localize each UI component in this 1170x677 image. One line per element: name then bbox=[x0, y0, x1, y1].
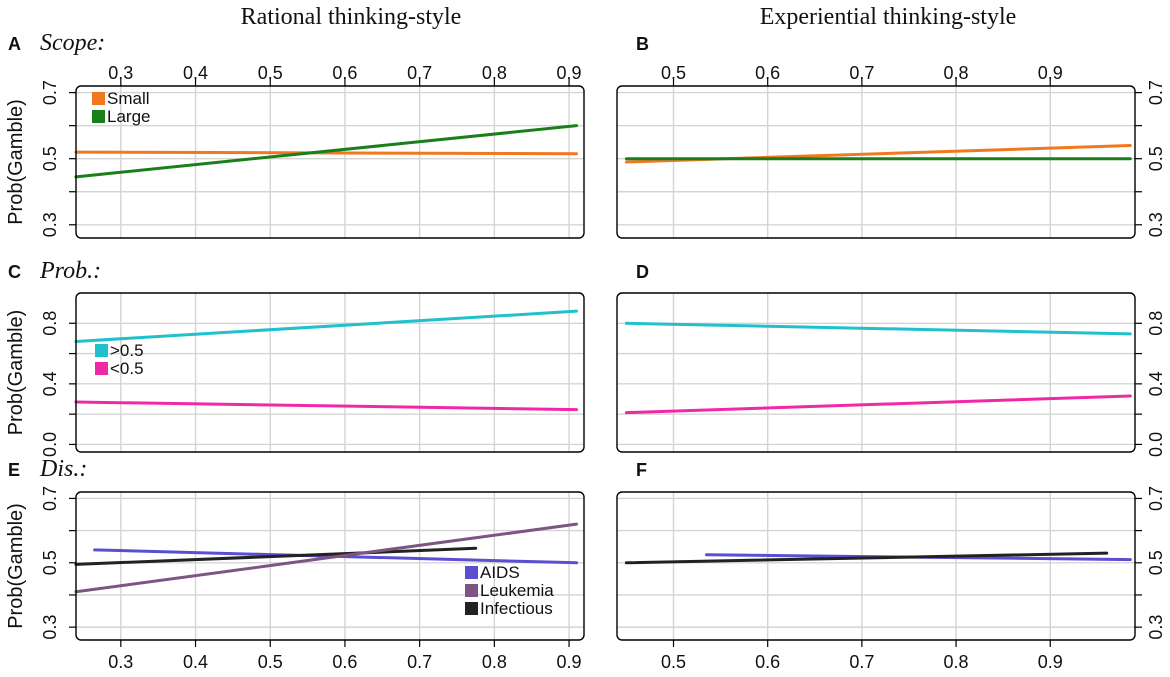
y-tick-label: 0.4 bbox=[40, 371, 60, 396]
panel-frame bbox=[616, 491, 1136, 641]
series-line-05 bbox=[624, 321, 1132, 336]
column-title-experiential: Experiential thinking-style bbox=[760, 4, 1017, 30]
y-tick-label: 0.5 bbox=[40, 550, 60, 575]
y-tick-label: 0.3 bbox=[40, 212, 60, 237]
legend-swatch bbox=[465, 566, 478, 579]
series-line-05 bbox=[624, 394, 1132, 415]
x-tick-label: 0.7 bbox=[407, 652, 432, 672]
panel-frame bbox=[75, 491, 585, 641]
x-tick-label: 0.5 bbox=[661, 63, 686, 83]
legend-swatch bbox=[465, 584, 478, 597]
legend-swatch bbox=[92, 110, 105, 123]
series-line-large bbox=[74, 124, 579, 179]
panel-letter: B bbox=[636, 34, 649, 54]
panel-B: 0.3 0.5 0.7 0.5 0.6 0.7 0.8 0.9 B bbox=[616, 34, 1166, 239]
panel-letter: A bbox=[8, 34, 21, 54]
series-line-infectious bbox=[624, 551, 1109, 565]
panel-letter: D bbox=[636, 262, 649, 282]
x-tick-label: 0.7 bbox=[407, 63, 432, 83]
panel-title: Prob.: bbox=[39, 258, 101, 284]
y-tick-label: 0.7 bbox=[1146, 486, 1166, 511]
x-tick-label: 0.5 bbox=[258, 652, 283, 672]
legend-swatch bbox=[95, 362, 108, 375]
y-axis-title: Prob(Gamble) bbox=[5, 99, 27, 225]
x-tick-label: 0.8 bbox=[482, 652, 507, 672]
legend-label: Infectious bbox=[480, 599, 553, 618]
y-tick-label: 0.3 bbox=[40, 615, 60, 640]
panel-letter: F bbox=[636, 460, 647, 480]
x-tick-label: 0.5 bbox=[258, 63, 283, 83]
y-tick-label: 0.5 bbox=[1146, 146, 1166, 171]
x-tick-label: 0.6 bbox=[332, 63, 357, 83]
x-tick-label: 0.3 bbox=[108, 63, 133, 83]
panel-F: 0.3 0.5 0.7 0.5 0.6 0.7 0.8 0.9 F bbox=[616, 460, 1166, 672]
x-tick-label: 0.6 bbox=[332, 652, 357, 672]
y-tick-label: 0.8 bbox=[40, 311, 60, 336]
legend-label: Small bbox=[107, 89, 150, 108]
y-tick-label: 0.8 bbox=[1146, 311, 1166, 336]
x-tick-label: 0.3 bbox=[108, 652, 133, 672]
panel-A: 0.3 0.5 0.7 0.3 0.4 0.5 0.6 0.7 0.8 0.9 A Scope: Pro… bbox=[5, 30, 585, 239]
x-tick-label: 0.5 bbox=[661, 652, 686, 672]
panel-title: Scope: bbox=[40, 30, 105, 56]
legend-label: Large bbox=[107, 107, 150, 126]
x-tick-label: 0.6 bbox=[755, 63, 780, 83]
x-tick-label: 0.9 bbox=[1038, 652, 1063, 672]
series-line-small bbox=[74, 150, 579, 156]
panel-letter: E bbox=[8, 460, 20, 480]
x-tick-label: 0.7 bbox=[849, 63, 874, 83]
panel-letter: C bbox=[8, 262, 21, 282]
panel-title: Dis.: bbox=[39, 456, 87, 482]
panel-frame bbox=[75, 85, 585, 239]
legend-label: Leukemia bbox=[480, 581, 554, 600]
legend-swatch bbox=[92, 92, 105, 105]
panel-frame bbox=[75, 292, 585, 453]
legend: >0.5<0.5 bbox=[95, 341, 144, 378]
column-title-rational: Rational thinking-style bbox=[241, 4, 462, 30]
legend-swatch bbox=[465, 602, 478, 615]
y-tick-label: 0.0 bbox=[40, 432, 60, 457]
x-tick-label: 0.9 bbox=[557, 652, 582, 672]
legend-label: <0.5 bbox=[110, 359, 144, 378]
y-tick-label: 0.5 bbox=[1146, 550, 1166, 575]
y-axis-title: Prob(Gamble) bbox=[5, 503, 27, 629]
y-tick-label: 0.3 bbox=[1146, 615, 1166, 640]
x-tick-label: 0.6 bbox=[755, 652, 780, 672]
x-tick-label: 0.4 bbox=[183, 63, 208, 83]
series-line-05 bbox=[74, 309, 579, 343]
panel-E: 0.3 0.5 0.7 0.3 0.4 0.5 0.6 0.7 0.8 0.9 E Dis.: Prob… bbox=[5, 456, 585, 672]
panel-frame bbox=[616, 85, 1136, 239]
x-tick-label: 0.9 bbox=[1038, 63, 1063, 83]
panel-frame bbox=[616, 292, 1136, 453]
x-tick-label: 0.8 bbox=[944, 63, 969, 83]
x-tick-label: 0.7 bbox=[849, 652, 874, 672]
y-tick-label: 0.4 bbox=[1146, 371, 1166, 396]
y-tick-label: 0.7 bbox=[40, 486, 60, 511]
series-line-infectious bbox=[74, 546, 478, 566]
x-tick-label: 0.8 bbox=[944, 652, 969, 672]
x-tick-label: 0.9 bbox=[557, 63, 582, 83]
panel-C: 0.0 0.4 0.8 C Prob.: Prob(Gamble) >0.5<0.5 bbox=[5, 258, 585, 457]
y-tick-label: 0.3 bbox=[1146, 212, 1166, 237]
legend-swatch bbox=[95, 344, 108, 357]
series-line-05 bbox=[74, 400, 579, 412]
y-tick-label: 0.5 bbox=[40, 146, 60, 171]
y-tick-label: 0.0 bbox=[1146, 432, 1166, 457]
x-tick-label: 0.4 bbox=[183, 652, 208, 672]
x-tick-label: 0.8 bbox=[482, 63, 507, 83]
series-line-leukemia bbox=[74, 522, 579, 594]
y-tick-label: 0.7 bbox=[1146, 80, 1166, 105]
y-tick-label: 0.7 bbox=[40, 80, 60, 105]
y-axis-title: Prob(Gamble) bbox=[5, 310, 27, 436]
panel-D: 0.0 0.4 0.8 D bbox=[616, 262, 1166, 457]
legend-label: >0.5 bbox=[110, 341, 144, 360]
legend-label: AIDS bbox=[480, 563, 520, 582]
